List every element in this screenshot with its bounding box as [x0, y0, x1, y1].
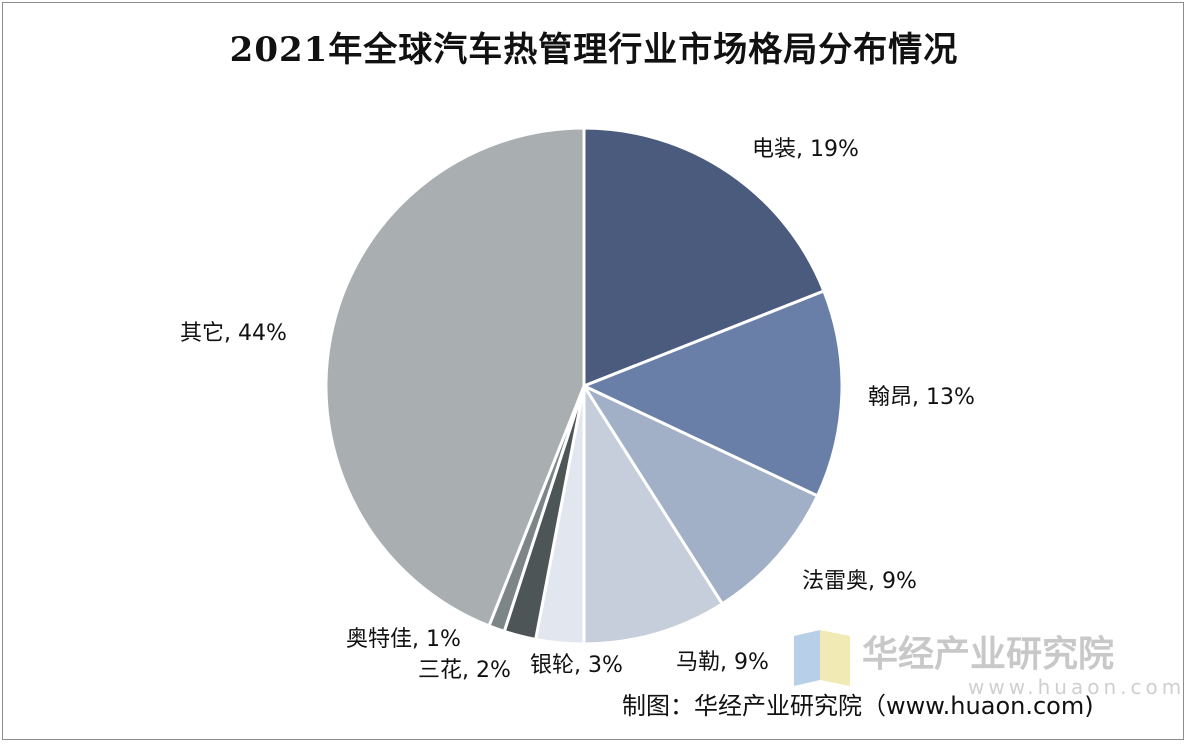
chart-title: 2021年全球汽车热管理行业市场格局分布情况	[229, 30, 959, 70]
watermark-url: www.huaon.com	[968, 675, 1185, 699]
chart-credit: 制图：华经产业研究院（www.huaon.com)	[622, 692, 1094, 720]
pie-label-5: 银轮, 3%	[530, 653, 623, 678]
watermark-name: 华经产业研究院	[862, 634, 1114, 675]
pie-label-3: 法雷奥, 9%	[802, 569, 917, 594]
pie-slice-8	[324, 126, 586, 628]
pie-slice-4	[582, 384, 724, 646]
pie-slice-2	[582, 289, 844, 498]
pie-label-1: 电装, 19%	[752, 137, 859, 162]
pie-label-4: 马勒, 9%	[676, 650, 769, 675]
huajing-logo-icon	[794, 630, 850, 686]
pie-labels: 电装, 19% 翰昂, 13% 法雷奥, 9% 马勒, 9% 银轮, 3% 三花, 2% 奥…	[180, 137, 975, 683]
pie-label-2: 翰昂, 13%	[868, 385, 975, 410]
pie-slice-3	[582, 384, 819, 606]
pie-label-6: 三花, 2%	[418, 658, 511, 683]
pie-label-7: 奥特佳, 1%	[346, 627, 461, 652]
pie-slices	[324, 126, 844, 646]
pie-slice-1	[582, 126, 826, 388]
pie-label-8: 其它, 44%	[180, 321, 287, 346]
